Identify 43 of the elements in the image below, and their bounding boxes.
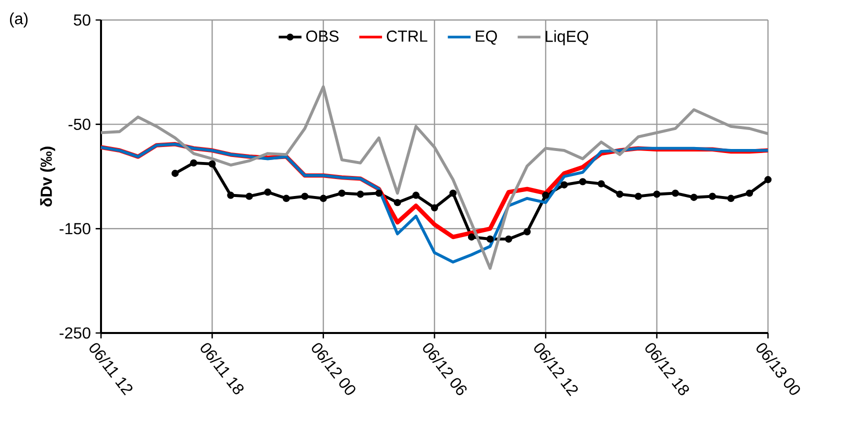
point [301,192,308,200]
point [579,178,586,186]
y-tick-label: -150 [60,223,90,234]
point [524,228,531,236]
point [727,194,735,202]
point [653,190,660,198]
y-tick-label: 50 [74,14,90,26]
point [356,190,364,198]
point [449,190,457,197]
legend-label: OBS [306,30,339,42]
point [282,194,290,202]
point [746,190,754,197]
point [690,194,698,201]
point [412,192,420,199]
point [190,159,198,167]
legend-label: EQ [476,30,497,45]
point [542,192,550,199]
point [708,192,716,200]
y-tick-label: -50 [68,118,90,130]
point [672,190,679,197]
point [338,190,346,197]
point [227,192,234,199]
point [394,198,402,206]
point [560,181,568,188]
point [246,192,253,200]
point [764,176,772,184]
point [208,160,216,168]
point [468,233,476,241]
point [430,204,438,212]
legend-label: LiqEQ [546,30,588,46]
point [486,235,494,243]
text: (a) [10,12,28,28]
y-tick-label: -250 [60,327,90,339]
y-axis-title: δDv (‰) [40,146,56,206]
point [172,170,179,177]
point [505,235,512,243]
point [616,190,624,198]
point [598,180,605,188]
point [375,190,383,197]
point [264,188,272,196]
point [320,194,327,202]
legend-label: CTRL [386,30,428,42]
point [634,192,642,200]
